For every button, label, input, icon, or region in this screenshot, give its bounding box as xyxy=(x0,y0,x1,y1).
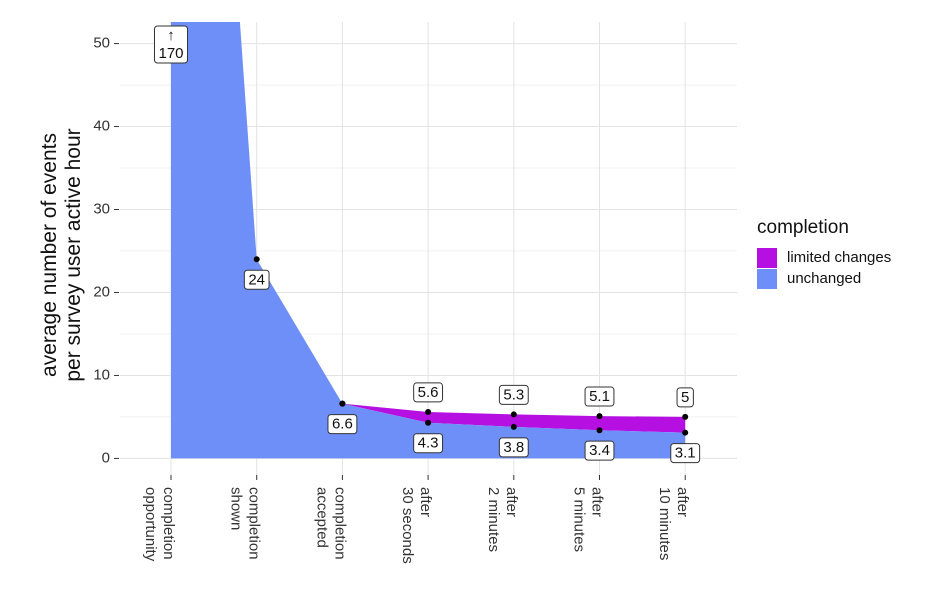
label-box xyxy=(327,414,358,435)
label-box xyxy=(413,382,444,403)
data-label: 3.1 xyxy=(675,445,696,462)
y-tick-label: 10 xyxy=(93,366,110,383)
x-tick-label: completionshown xyxy=(228,487,263,560)
data-label: 5 xyxy=(681,389,689,406)
x-tick-label: completionopportunity xyxy=(142,487,177,562)
data-label: 5.6 xyxy=(418,384,439,401)
legend-swatch xyxy=(757,248,777,268)
y-tick-label: 0 xyxy=(102,449,110,466)
label-box xyxy=(498,384,529,405)
x-tick-label: completionaccepted xyxy=(313,487,348,560)
y-tick-label: 30 xyxy=(93,200,110,217)
point xyxy=(682,429,689,436)
y-axis-title: average number of eventsper survey user … xyxy=(38,128,85,381)
y-tick-label: 50 xyxy=(93,35,110,52)
point xyxy=(253,256,260,263)
label-box xyxy=(676,387,694,408)
point xyxy=(596,427,603,434)
point xyxy=(425,408,432,415)
label-box xyxy=(243,269,270,290)
label-box xyxy=(413,433,444,454)
x-tick-label: after30 seconds xyxy=(399,487,434,564)
point xyxy=(682,413,689,420)
data-label: ↑ 170 xyxy=(158,27,183,62)
point xyxy=(510,423,517,430)
label-box xyxy=(584,386,615,407)
data-label: 5.1 xyxy=(589,388,610,405)
area xyxy=(171,22,686,459)
x-tick-label: after2 minutes xyxy=(485,487,520,552)
point xyxy=(596,413,603,420)
point xyxy=(339,400,346,407)
data-label: 24 xyxy=(248,271,265,288)
legend-title: completion xyxy=(757,217,849,238)
label-box xyxy=(670,443,701,464)
label-box xyxy=(584,440,615,461)
x-tick-label: after5 minutes xyxy=(571,487,606,552)
point xyxy=(510,411,517,418)
plot-area xyxy=(171,22,686,459)
area xyxy=(342,403,686,433)
data-label: 5.3 xyxy=(503,386,524,403)
legend-label: unchanged xyxy=(787,270,861,287)
y-tick-label: 20 xyxy=(93,283,110,300)
legend-swatch xyxy=(757,269,777,289)
point xyxy=(425,419,432,426)
label-box xyxy=(153,25,189,64)
data-label: 3.4 xyxy=(589,442,610,459)
label-box xyxy=(498,437,529,458)
data-label: 4.3 xyxy=(418,435,439,452)
y-tick-label: 40 xyxy=(93,118,110,135)
legend-label: limited changes xyxy=(787,249,891,266)
data-label: 6.6 xyxy=(332,416,353,433)
data-label: 3.8 xyxy=(503,439,524,456)
x-tick-label: after10 minutes xyxy=(656,487,691,560)
